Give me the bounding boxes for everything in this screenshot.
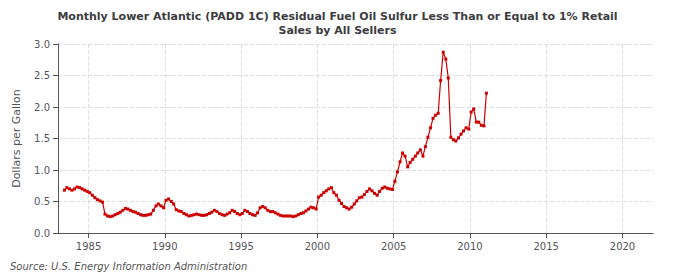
svg-text:Dollars per Gallon: Dollars per Gallon — [10, 89, 23, 188]
svg-text:2000: 2000 — [305, 241, 330, 252]
svg-text:1.5: 1.5 — [34, 133, 50, 144]
svg-text:2020: 2020 — [610, 241, 635, 252]
svg-text:2005: 2005 — [381, 241, 406, 252]
svg-text:2010: 2010 — [457, 241, 482, 252]
svg-text:Sales by All Sellers: Sales by All Sellers — [278, 24, 397, 37]
svg-text:3.0: 3.0 — [34, 39, 50, 50]
svg-text:0.5: 0.5 — [34, 196, 50, 207]
svg-text:1995: 1995 — [228, 241, 253, 252]
svg-text:2015: 2015 — [533, 241, 558, 252]
svg-text:0.0: 0.0 — [34, 228, 50, 239]
svg-text:1990: 1990 — [152, 241, 177, 252]
svg-text:Source: U.S. Energy Informatio: Source: U.S. Energy Information Administ… — [10, 261, 247, 272]
svg-text:1.0: 1.0 — [34, 165, 50, 176]
svg-text:1985: 1985 — [76, 241, 101, 252]
svg-text:2.5: 2.5 — [34, 70, 50, 81]
svg-text:Monthly Lower Atlantic (PADD 1: Monthly Lower Atlantic (PADD 1C) Residua… — [57, 10, 617, 23]
svg-text:2.0: 2.0 — [34, 102, 50, 113]
